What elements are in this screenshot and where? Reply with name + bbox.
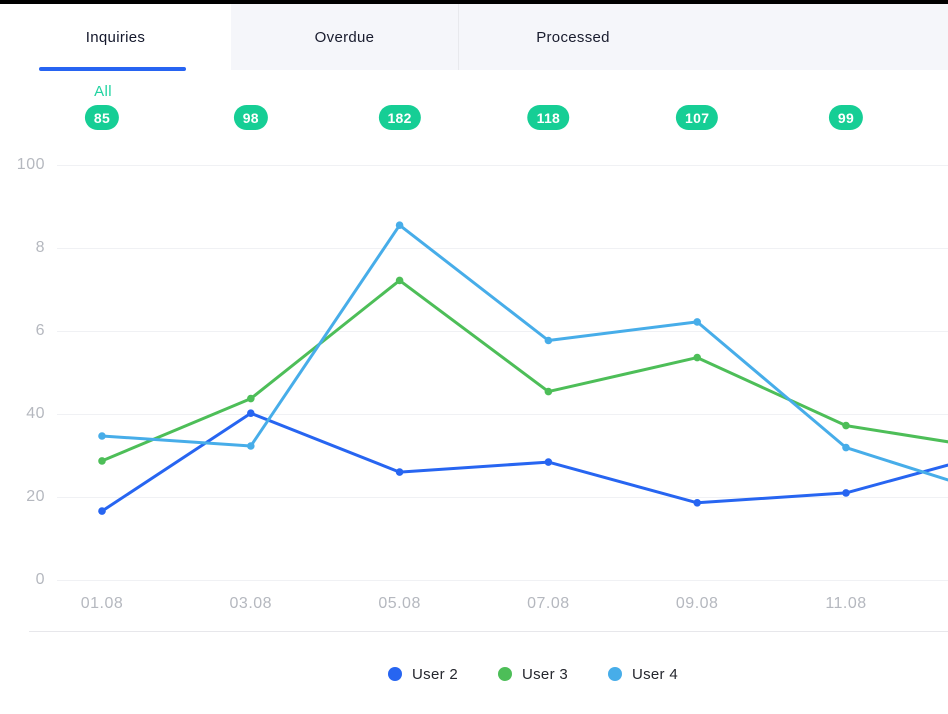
count-badge[interactable]: 98 (233, 105, 268, 130)
gridline (57, 580, 948, 581)
legend-label: User 4 (631, 665, 678, 683)
data-point-user-2 (693, 499, 701, 507)
x-axis-tick-label: 05.08 (378, 595, 421, 612)
data-point-user-4 (544, 336, 553, 345)
chart-legend-divider (29, 631, 948, 632)
data-point-user-2 (247, 409, 255, 418)
y-axis-tick-label: 100 (16, 156, 45, 173)
legend-dot-icon (607, 667, 622, 681)
y-axis-tick-label: 8 (35, 239, 45, 256)
count-badge[interactable]: 118 (527, 105, 570, 130)
x-axis-tick-label: 11.08 (825, 595, 867, 612)
x-axis-tick-label: 01.08 (80, 595, 124, 612)
count-badge[interactable]: 107 (676, 105, 719, 130)
gridline (57, 248, 948, 249)
gridline (57, 165, 948, 166)
x-axis-tick-label: 09.08 (675, 595, 719, 612)
tab-bar-filler (687, 4, 948, 70)
data-point-user-3 (247, 394, 255, 403)
y-axis-tick-label: 20 (26, 488, 45, 505)
tab-processed-label: Processed (536, 28, 610, 46)
legend-item-user-4[interactable]: User 4 (607, 665, 678, 683)
gridline (57, 497, 948, 498)
data-point-user-3 (693, 353, 701, 362)
count-badge[interactable]: 182 (378, 105, 421, 130)
tab-overdue-label: Overdue (314, 28, 375, 46)
data-point-user-3 (98, 457, 106, 465)
count-badge[interactable]: 85 (84, 105, 120, 130)
x-axis-tick-label: 03.08 (229, 595, 273, 612)
data-point-user-4 (395, 221, 404, 229)
tab-inquiries-label: Inquiries (85, 28, 146, 46)
y-axis-tick-label: 40 (26, 405, 45, 422)
data-point-user-3 (842, 421, 850, 430)
tab-bar: Inquiries Overdue Processed (0, 4, 948, 70)
legend-dot-icon (388, 667, 403, 681)
series-line-user-4 (100, 223, 948, 482)
data-point-user-4 (247, 442, 255, 450)
count-badge[interactable]: 99 (828, 105, 864, 130)
gridline (57, 414, 948, 415)
data-point-user-4 (842, 443, 850, 452)
data-point-user-4 (693, 318, 701, 326)
y-axis-tick-label: 6 (35, 322, 45, 339)
tab-processed[interactable]: Processed (459, 4, 687, 70)
data-point-user-2 (842, 489, 850, 497)
active-tab-underline (39, 67, 186, 71)
filter-all[interactable]: All (94, 83, 112, 100)
legend-dot-icon (498, 667, 512, 681)
top-border (0, 0, 948, 4)
gridline (57, 331, 948, 332)
series-line-user-3 (100, 278, 948, 463)
data-point-user-3 (395, 276, 404, 285)
chart-legend: User 2 User 3 User 4 (0, 660, 948, 688)
data-point-user-3 (544, 387, 553, 396)
legend-item-user-3[interactable]: User 3 (498, 666, 568, 683)
data-point-user-4 (98, 432, 106, 440)
tab-overdue[interactable]: Overdue (231, 4, 459, 70)
line-chart-canvas (98, 221, 948, 515)
y-axis-tick-label: 0 (35, 571, 45, 588)
data-point-user-2 (98, 507, 106, 515)
legend-label: User 2 (412, 665, 458, 683)
data-point-user-2 (544, 458, 553, 466)
legend-item-user-2[interactable]: User 2 (388, 666, 458, 683)
data-point-user-2 (395, 468, 404, 476)
tab-inquiries[interactable]: Inquiries (0, 4, 231, 70)
x-axis-tick-label: 07.08 (527, 595, 570, 612)
legend-label: User 3 (522, 665, 568, 683)
